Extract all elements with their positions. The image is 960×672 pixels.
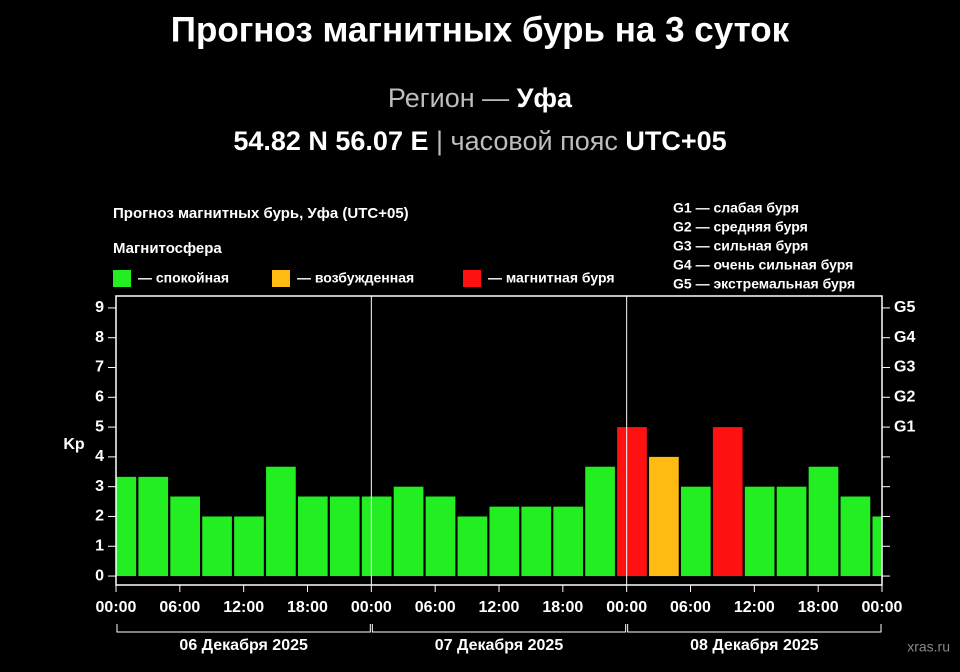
scale-note: G3 — сильная буря	[673, 238, 808, 254]
bar	[776, 486, 807, 577]
scale-note: G1 — слабая буря	[673, 200, 799, 216]
scale-note: G4 — очень сильная буря	[673, 257, 853, 273]
bar	[116, 476, 137, 577]
day-label: 08 Декабря 2025	[690, 637, 819, 654]
y-tick-label: 3	[95, 478, 104, 495]
day-bracket	[116, 624, 371, 633]
bar	[744, 486, 775, 577]
y-tick-label: 9	[95, 299, 104, 316]
y2-tick-label: G1	[894, 418, 915, 435]
y-tick-label: 5	[95, 418, 104, 435]
bar	[138, 476, 169, 577]
page-title: Прогноз магнитных бурь на 3 суток	[171, 10, 790, 49]
y-axis-label: Kp	[63, 436, 85, 453]
x-tick-label: 00:00	[351, 599, 392, 616]
tz: UTC+05	[625, 126, 726, 156]
bar	[585, 466, 615, 577]
y2-tick-label: G4	[894, 329, 915, 346]
bar	[266, 466, 296, 577]
bar	[170, 496, 200, 577]
day-bracket	[627, 624, 882, 633]
x-tick-label: 12:00	[734, 599, 775, 616]
x-tick-label: 12:00	[479, 599, 520, 616]
x-tick-label: 06:00	[159, 599, 200, 616]
y-tick-label: 8	[95, 329, 104, 346]
bar	[521, 506, 552, 577]
bar	[393, 486, 424, 577]
bar	[329, 496, 360, 577]
bars	[116, 427, 882, 577]
chart-title: Прогноз магнитных бурь, Уфа (UTC+05)	[113, 205, 409, 222]
x-tick-label: 06:00	[415, 599, 456, 616]
bar	[712, 427, 743, 577]
coords: 54.82 N 56.07 E	[233, 126, 428, 156]
bar	[202, 516, 232, 577]
bar	[489, 506, 520, 577]
bar	[649, 456, 679, 577]
x-tick-label: 18:00	[542, 599, 583, 616]
bar	[617, 427, 647, 577]
coords-line: 54.82 N 56.07 E | часовой пояс UTC+05	[233, 126, 726, 156]
source: xras.ru	[907, 639, 950, 655]
bar	[840, 496, 871, 577]
x-tick-label: 18:00	[798, 599, 839, 616]
day-bracket	[371, 624, 627, 633]
day-label: 06 Декабря 2025	[179, 637, 308, 654]
x-tick-label: 18:00	[287, 599, 328, 616]
x-tick-label: 06:00	[670, 599, 711, 616]
y-tick-label: 4	[95, 448, 104, 465]
x-tick-label: 12:00	[223, 599, 264, 616]
region-label: Регион —	[388, 83, 509, 113]
x-tick-label: 00:00	[862, 599, 903, 616]
legend-label: — спокойная	[138, 270, 229, 286]
region-line: Регион — Уфа	[388, 83, 573, 113]
legend-label: — возбужденная	[297, 270, 414, 286]
separator: |	[436, 126, 443, 156]
scale-note: G5 — экстремальная буря	[673, 276, 855, 292]
bar	[808, 466, 839, 577]
bar	[425, 496, 456, 577]
y-tick-label: 0	[95, 567, 104, 584]
bar	[297, 496, 328, 577]
legend-label: — магнитная буря	[488, 270, 615, 286]
y2-tick-label: G3	[894, 359, 915, 376]
y-tick-label: 6	[95, 389, 104, 406]
legend-title: Магнитосфера	[113, 240, 222, 257]
bar	[234, 516, 264, 577]
day-label: 07 Декабря 2025	[435, 637, 564, 654]
bar	[680, 486, 711, 577]
bar	[361, 496, 392, 577]
x-tick-label: 00:00	[606, 599, 647, 616]
x-tick-label: 00:00	[96, 599, 137, 616]
legend-swatch	[463, 270, 481, 287]
tz-label: часовой пояс	[451, 126, 618, 156]
scale-note: G2 — средняя буря	[673, 219, 808, 235]
bar	[553, 506, 583, 577]
bar	[872, 516, 882, 577]
y-tick-label: 1	[95, 537, 104, 554]
y-tick-label: 2	[95, 508, 104, 525]
bar	[457, 516, 488, 577]
region: Уфа	[517, 83, 573, 113]
legend-swatch	[113, 270, 131, 287]
y2-tick-label: G5	[894, 299, 915, 316]
y2-tick-label: G2	[894, 389, 915, 406]
legend-swatch	[272, 270, 290, 287]
y-tick-label: 7	[95, 359, 104, 376]
